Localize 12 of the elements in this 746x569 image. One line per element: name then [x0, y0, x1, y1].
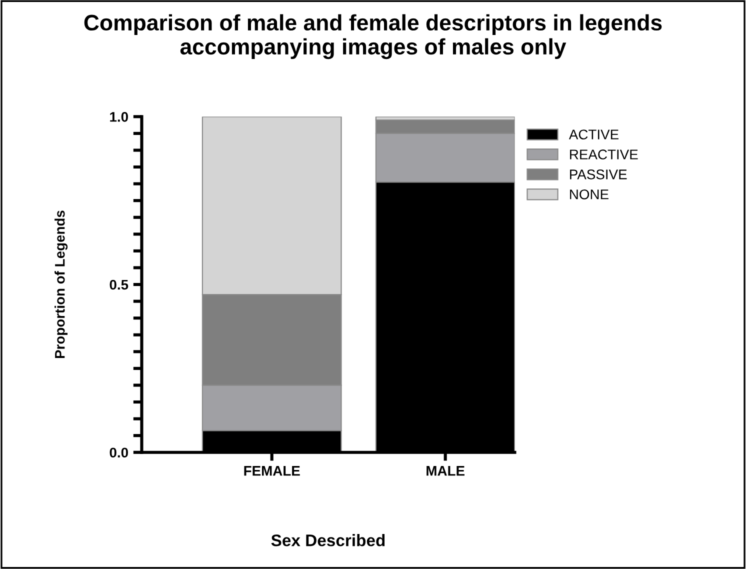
y-tick-label: 1.0: [110, 112, 128, 122]
y-axis-title: Proportion of Legends: [54, 210, 68, 358]
y-tick-label: 0.5: [110, 280, 128, 290]
x-tick-label: FEMALE: [244, 466, 300, 476]
legend-label: PASSIVE: [570, 170, 627, 180]
chart-title: Comparison of male and female descriptors in legends accompanying images of males only: [84, 14, 662, 60]
x-tick-label: MALE: [426, 466, 464, 476]
x-axis-title: Sex Described: [271, 534, 385, 546]
y-tick-label: 0.0: [110, 448, 128, 458]
legend-label: ACTIVE: [568, 130, 618, 140]
legend-label: NONE: [570, 189, 608, 200]
legend-label: REACTIVE: [570, 150, 638, 160]
